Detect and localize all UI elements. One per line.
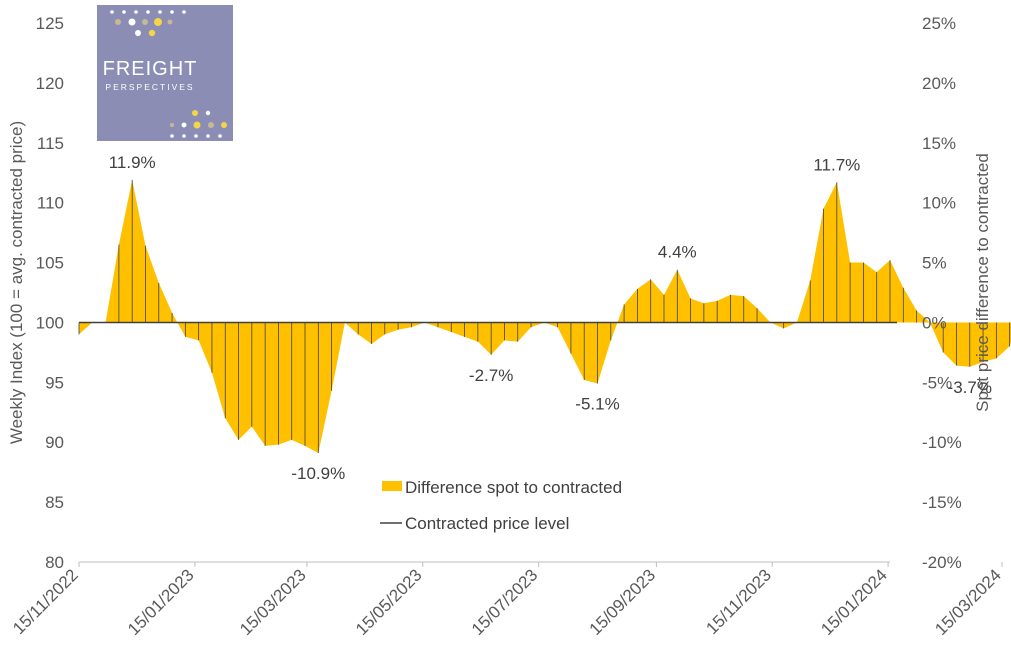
right-tick-label: 5% bbox=[922, 254, 947, 273]
logo-dot bbox=[181, 122, 187, 128]
right-tick-label: 20% bbox=[922, 74, 956, 93]
legend: Difference spot to contracted Contracted… bbox=[380, 478, 622, 533]
left-tick-label: 105 bbox=[36, 254, 64, 273]
right-axis-title: Spot price difference to contracted bbox=[973, 153, 992, 412]
right-tick-label: 0% bbox=[922, 313, 947, 332]
logo-dot bbox=[110, 10, 114, 14]
annotation-label: 11.9% bbox=[109, 153, 156, 172]
logo-dot bbox=[205, 110, 211, 116]
right-tick-label: -10% bbox=[922, 433, 962, 452]
left-axis-title: Weekly Index (100 = avg. contracted pric… bbox=[7, 121, 26, 444]
left-tick-label: 120 bbox=[36, 74, 64, 93]
annotation-label: -2.7% bbox=[469, 366, 513, 385]
logo-title: FREIGHT bbox=[103, 58, 198, 80]
logo-dot bbox=[146, 10, 150, 14]
logo-dot bbox=[182, 134, 186, 138]
x-tick-label: 15/01/2023 bbox=[124, 565, 198, 639]
logo-dot bbox=[218, 134, 222, 138]
legend-label-contracted: Contracted price level bbox=[405, 514, 569, 533]
left-tick-label: 85 bbox=[45, 493, 64, 512]
logo-dot bbox=[193, 121, 201, 129]
logo-dots bbox=[110, 10, 227, 138]
left-tick-label: 95 bbox=[45, 373, 64, 392]
logo-dot bbox=[148, 29, 156, 37]
logo-subtitle: PERSPECTIVES bbox=[105, 82, 194, 92]
logo-dot bbox=[194, 134, 198, 138]
legend-label-difference: Difference spot to contracted bbox=[405, 478, 622, 497]
annotation-label: -5.1% bbox=[575, 395, 619, 414]
logo-dot bbox=[192, 110, 198, 116]
logo-dot bbox=[206, 134, 210, 138]
logo-background bbox=[97, 5, 233, 141]
logo-dot bbox=[115, 19, 121, 25]
x-tick-label: 15/01/2024 bbox=[817, 565, 891, 639]
x-axis-ticks bbox=[78, 562, 1003, 567]
x-tick-label: 15/05/2023 bbox=[352, 565, 426, 639]
x-tick-label: 15/11/2022 bbox=[9, 565, 82, 638]
annotation-label: -10.9% bbox=[291, 464, 345, 483]
area-layer bbox=[79, 179, 1011, 454]
right-tick-label: -15% bbox=[922, 493, 962, 512]
x-tick-label: 15/09/2023 bbox=[586, 565, 660, 639]
logo-dot bbox=[158, 10, 162, 14]
logo-dot bbox=[167, 19, 173, 25]
logo-dot bbox=[170, 10, 174, 14]
difference-area bbox=[79, 179, 1011, 454]
logo-dot bbox=[128, 18, 136, 26]
logo-dot bbox=[142, 19, 148, 25]
left-tick-label: 125 bbox=[36, 14, 64, 33]
logo-dot bbox=[134, 10, 138, 14]
left-tick-label: 115 bbox=[37, 134, 64, 153]
right-tick-label: 10% bbox=[922, 194, 956, 213]
logo-dot bbox=[170, 123, 174, 127]
annotation-label: -3.7% bbox=[948, 378, 992, 397]
right-tick-label: -5% bbox=[922, 373, 952, 392]
logo-dot bbox=[182, 10, 186, 14]
left-tick-label: 110 bbox=[37, 194, 64, 213]
left-axis-ticks: 80 85 90 95 100 105 110 115 120 125 bbox=[36, 14, 64, 572]
annotation-label: 4.4% bbox=[658, 243, 697, 262]
drop-lines bbox=[78, 179, 1011, 454]
x-tick-label: 15/07/2023 bbox=[468, 565, 542, 639]
logo-dot bbox=[170, 134, 174, 138]
left-tick-label: 90 bbox=[45, 433, 64, 452]
annotation-label: 11.7% bbox=[813, 155, 860, 174]
x-tick-label: 15/03/2024 bbox=[931, 565, 1005, 639]
x-tick-label: 15/03/2023 bbox=[236, 565, 310, 639]
right-tick-label: 25% bbox=[922, 14, 956, 33]
logo-dot bbox=[135, 30, 141, 36]
logo-dot bbox=[154, 18, 162, 26]
freight-perspectives-logo: FREIGHT PERSPECTIVES bbox=[97, 5, 233, 141]
left-tick-label: 80 bbox=[45, 553, 64, 572]
x-tick-label: 15/11/2023 bbox=[702, 565, 775, 638]
legend-swatch-difference bbox=[382, 481, 402, 491]
logo-dot bbox=[221, 122, 227, 128]
left-tick-label: 100 bbox=[36, 313, 64, 332]
logo-dot bbox=[122, 10, 126, 14]
right-tick-label: 15% bbox=[922, 134, 956, 153]
logo-dot bbox=[208, 122, 214, 128]
data-annotations: 11.9%-10.9%-2.7%-5.1%4.4%11.7%-3.7%14.1%… bbox=[109, 153, 992, 483]
right-axis-ticks: -20% -15% -10% -5% 0% 5% 10% 15% 20% 25% bbox=[922, 14, 962, 572]
right-tick-label: -20% bbox=[922, 553, 962, 572]
x-axis-labels: 15/11/2022 15/01/2023 15/03/2023 15/05/2023… bbox=[9, 565, 1005, 639]
